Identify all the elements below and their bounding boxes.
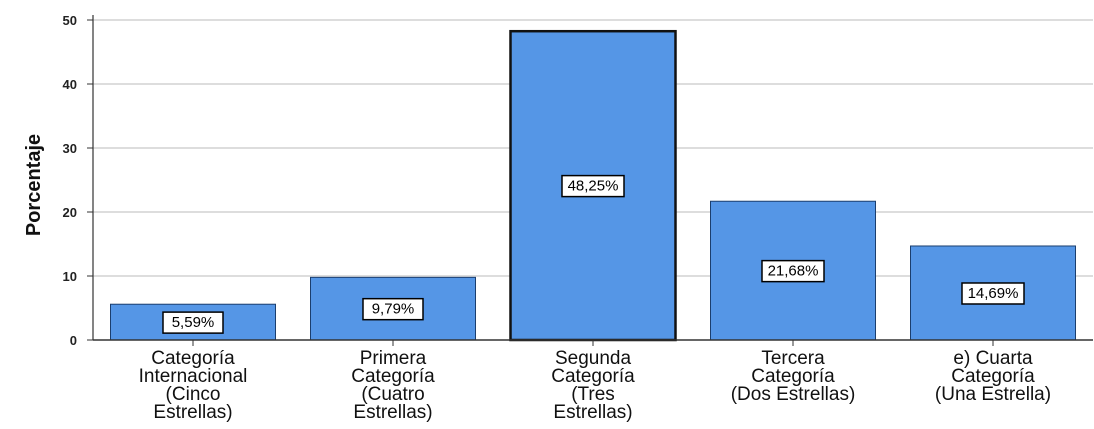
bar [509, 29, 677, 342]
x-tick-label-line: (Dos Estrellas) [731, 384, 856, 405]
x-tick-label-line: Segunda [555, 348, 632, 369]
y-axis-label: Porcentaje [23, 134, 45, 236]
x-tick-label-line: Tercera [761, 348, 825, 369]
y-tick-label: 10 [63, 269, 77, 284]
data-label-text: 21,68% [768, 263, 819, 280]
x-tick-label-line: (Una Estrella) [935, 384, 1051, 405]
data-label-box [761, 259, 825, 283]
data-label-box [362, 297, 424, 321]
x-tick-label-line: (Cuatro [361, 384, 424, 405]
data-label-box [961, 282, 1025, 305]
y-axis: 0 10 20 30 40 50 [63, 13, 94, 348]
x-tick-label-line: Categoría [951, 366, 1035, 387]
data-label: 5,59% [162, 311, 224, 334]
data-label: 14,69% [961, 282, 1025, 305]
data-label-box [162, 311, 224, 334]
x-tick-label: Categoría Internacional (Cinco Estrellas) [139, 348, 248, 423]
data-label-text: 5,59% [172, 314, 215, 331]
x-tick-label-line: Categoría [751, 366, 835, 387]
x-tick-label: Segunda Categoría (Tres Estrellas) [551, 348, 635, 423]
x-tick-label-line: Categoría [351, 366, 435, 387]
data-label-box [561, 174, 625, 198]
data-label: 9,79% [362, 297, 424, 321]
y-tick-label: 0 [70, 333, 77, 348]
y-tick-label: 40 [63, 77, 77, 92]
x-tick-label: Tercera Categoría (Dos Estrellas) [731, 348, 856, 405]
y-tick-label: 50 [63, 13, 77, 28]
y-tick-label: 30 [63, 141, 77, 156]
data-labels: 5,59% 9,79% 48,25% 21,68% 14,69% [162, 174, 1025, 334]
x-tick-label-line: Primera [360, 348, 427, 369]
x-tick-label-line: Internacional [139, 366, 248, 387]
x-tick-label-line: Estrellas) [353, 402, 432, 423]
x-tick-label-line: (Tres [571, 384, 615, 405]
x-tick-label-line: e) Cuarta [953, 348, 1033, 369]
data-label-text: 48,25% [568, 178, 619, 195]
data-label: 21,68% [761, 259, 825, 283]
y-tick-label: 20 [63, 205, 77, 220]
x-tick-label: Primera Categoría (Cuatro Estrellas) [351, 348, 435, 423]
bars [110, 29, 1076, 342]
x-axis: Categoría Internacional (Cinco Estrellas)Pr… [93, 339, 1093, 423]
x-tick-label-line: (Cinco [166, 384, 221, 405]
x-tick-label-line: Estrellas) [153, 402, 232, 423]
data-label-text: 9,79% [372, 301, 415, 318]
x-tick-label-line: Categoría [151, 348, 235, 369]
x-tick-label: e) Cuarta Categoría (Una Estrella) [935, 348, 1051, 405]
x-tick-label-line: Categoría [551, 366, 635, 387]
data-label-text: 14,69% [968, 285, 1019, 302]
x-tick-label-line: Estrellas) [553, 402, 632, 423]
data-label: 48,25% [561, 174, 625, 198]
